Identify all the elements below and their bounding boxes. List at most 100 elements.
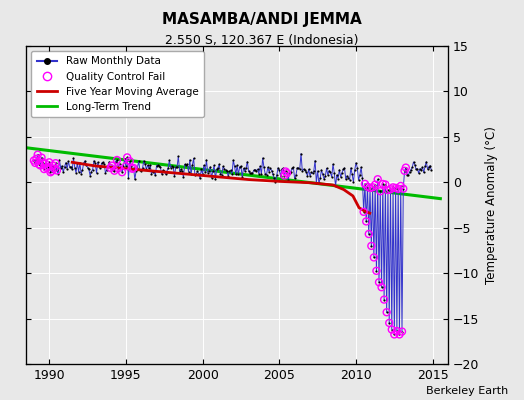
- Point: [89, 166, 97, 173]
- Point: [342, 176, 350, 182]
- Point: [385, 320, 394, 326]
- Point: [188, 162, 196, 168]
- Point: [191, 172, 199, 179]
- Point: [381, 181, 389, 188]
- Point: [320, 176, 328, 182]
- Point: [398, 328, 406, 335]
- Point: [330, 170, 339, 176]
- Point: [406, 169, 414, 175]
- Point: [383, 309, 391, 316]
- Point: [128, 166, 136, 172]
- Point: [413, 166, 421, 172]
- Point: [249, 167, 258, 174]
- Point: [338, 170, 346, 176]
- Point: [105, 158, 114, 165]
- Point: [368, 184, 377, 190]
- Point: [394, 186, 402, 192]
- Point: [43, 164, 52, 170]
- Point: [345, 176, 354, 183]
- Point: [146, 162, 155, 168]
- Point: [362, 218, 370, 225]
- Point: [119, 163, 127, 170]
- Point: [114, 165, 123, 172]
- Point: [62, 160, 70, 166]
- Point: [106, 165, 115, 171]
- Point: [370, 254, 378, 261]
- Point: [183, 161, 191, 167]
- Point: [170, 173, 179, 179]
- Point: [340, 165, 348, 171]
- Point: [130, 176, 139, 182]
- Point: [411, 162, 419, 168]
- Point: [301, 167, 309, 174]
- Point: [298, 168, 307, 174]
- Point: [199, 171, 207, 177]
- Point: [228, 171, 236, 177]
- Point: [269, 171, 277, 178]
- Point: [399, 186, 408, 192]
- Point: [176, 168, 184, 174]
- Point: [103, 167, 111, 173]
- Point: [97, 160, 106, 166]
- Point: [385, 320, 394, 326]
- Point: [180, 161, 189, 168]
- Point: [37, 154, 46, 161]
- Point: [60, 164, 69, 170]
- Point: [42, 165, 51, 171]
- Point: [91, 160, 100, 166]
- Point: [42, 165, 51, 171]
- Point: [334, 175, 342, 182]
- Point: [43, 164, 52, 170]
- Point: [184, 168, 193, 175]
- Point: [117, 164, 125, 171]
- Point: [141, 161, 149, 167]
- Point: [263, 172, 271, 178]
- Point: [46, 169, 54, 176]
- Point: [158, 171, 166, 177]
- Point: [244, 168, 253, 174]
- Point: [167, 164, 175, 171]
- Point: [222, 167, 230, 173]
- Point: [238, 174, 246, 180]
- Point: [394, 186, 402, 192]
- Point: [374, 176, 382, 182]
- Point: [326, 169, 335, 176]
- Point: [313, 168, 322, 174]
- Point: [174, 153, 182, 160]
- Point: [424, 164, 433, 170]
- Point: [391, 185, 400, 191]
- Point: [319, 171, 327, 178]
- Point: [219, 163, 227, 170]
- Point: [155, 163, 163, 169]
- Point: [389, 184, 397, 190]
- Point: [272, 172, 281, 179]
- Point: [276, 173, 285, 180]
- Point: [31, 160, 39, 166]
- Point: [303, 172, 312, 179]
- Point: [212, 166, 221, 172]
- Point: [377, 284, 386, 290]
- Point: [68, 166, 77, 173]
- Point: [423, 166, 432, 172]
- Point: [404, 172, 412, 178]
- Point: [235, 164, 244, 170]
- Point: [251, 166, 259, 173]
- Point: [171, 164, 180, 170]
- Point: [127, 162, 135, 169]
- Point: [206, 164, 214, 170]
- Legend: Raw Monthly Data, Quality Control Fail, Five Year Moving Average, Long-Term Tren: Raw Monthly Data, Quality Control Fail, …: [31, 51, 204, 117]
- Point: [372, 268, 380, 274]
- Point: [30, 157, 38, 164]
- Point: [104, 163, 112, 169]
- Point: [192, 171, 200, 177]
- Point: [225, 168, 234, 174]
- Point: [390, 331, 399, 338]
- Point: [37, 154, 46, 161]
- Point: [384, 187, 392, 193]
- Point: [32, 156, 41, 162]
- Point: [144, 162, 152, 168]
- Point: [363, 184, 372, 190]
- Point: [124, 175, 133, 181]
- Point: [316, 175, 324, 181]
- Point: [379, 181, 387, 187]
